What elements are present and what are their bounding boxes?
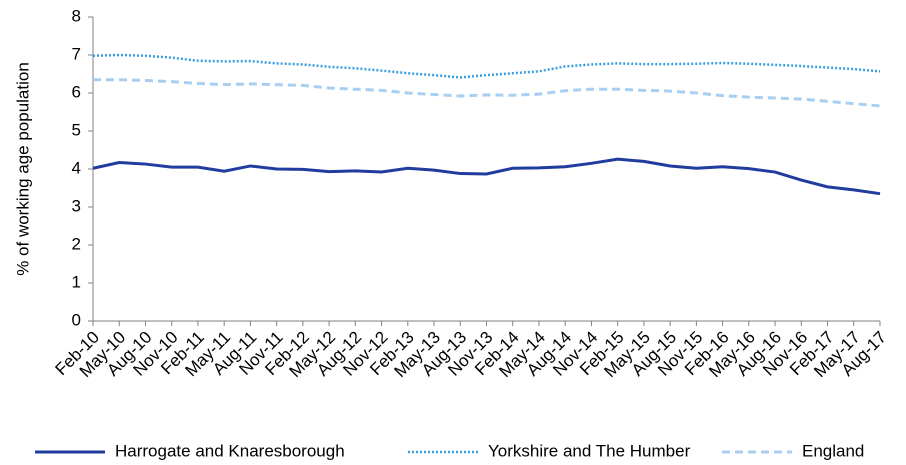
legend-label: England — [802, 441, 864, 460]
line-series — [92, 157, 881, 196]
legend-label: Yorkshire and The Humber — [488, 441, 691, 460]
y-tick-label: 0 — [72, 310, 81, 329]
legend-label: Harrogate and Knaresborough — [115, 441, 345, 460]
y-axis-label: % of working age population — [13, 62, 32, 276]
y-tick-label: 7 — [72, 44, 81, 63]
y-tick-label: 1 — [72, 272, 81, 291]
y-tick-label: 5 — [72, 120, 81, 139]
line-series — [93, 78, 881, 108]
y-tick-label: 8 — [72, 6, 81, 25]
y-tick-label: 2 — [72, 234, 81, 253]
y-tick-label: 3 — [72, 196, 81, 215]
y-tick-label: 6 — [72, 82, 81, 101]
y-tick-label: 4 — [72, 158, 81, 177]
line-series — [92, 53, 881, 79]
